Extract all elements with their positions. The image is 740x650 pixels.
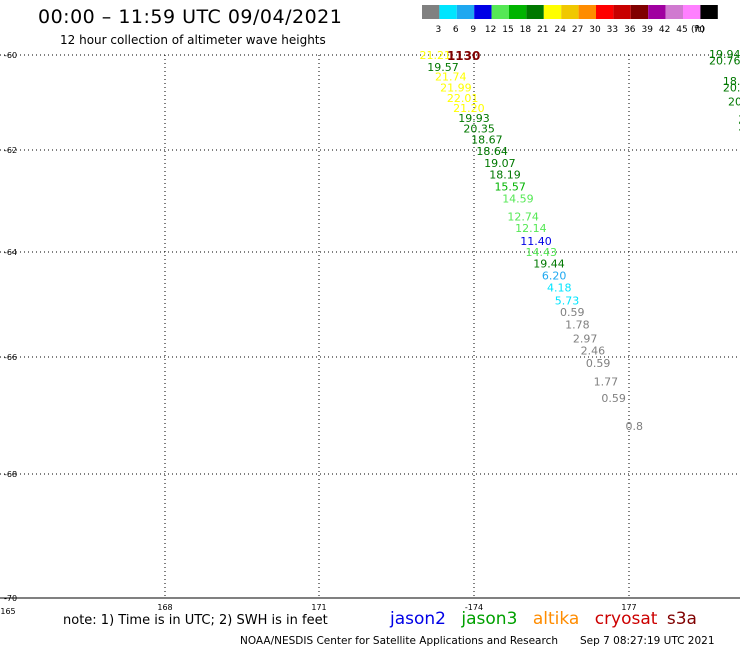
chart-subtitle: 12 hour collection of altimeter wave hei… — [60, 33, 326, 47]
color-bin-label: 24 — [554, 25, 566, 35]
x-tick-label: 177 — [621, 603, 636, 612]
wave-height-label: 20.76 — [709, 55, 740, 68]
wave-height-label: 19.93 — [458, 112, 490, 125]
wave-height-label: 0.59 — [601, 392, 626, 405]
x-tick-label: 171 — [311, 603, 326, 612]
wave-height-label: 12.14 — [515, 222, 547, 235]
color-swatch — [543, 5, 562, 19]
color-bin-label: 3 — [436, 25, 442, 35]
wave-height-label: 19.57 — [427, 61, 459, 74]
color-bin-label: 12 — [485, 25, 496, 35]
wave-height-label: 0.8 — [626, 420, 644, 433]
satellite-legend: jason2 jason3 altika cryosat s3a — [390, 609, 707, 629]
color-swatch — [509, 5, 527, 19]
color-swatch — [578, 5, 596, 19]
color-legend: 3 6 9 12 15 18 21 24 27 30 33 36 39 42 45 70(ft) — [422, 5, 718, 35]
color-bin-label: 70 — [694, 25, 706, 35]
wave-height-label: 20.1 — [723, 81, 740, 94]
wave-height-label: 1.77 — [594, 376, 619, 389]
wave-height-label: 14.59 — [502, 192, 534, 205]
color-bin-label: 9 — [470, 25, 476, 35]
wave-height-label: 1.78 — [565, 318, 590, 331]
y-tick-label: -62 — [4, 146, 17, 155]
color-swatch — [648, 5, 666, 19]
color-swatch — [561, 5, 579, 19]
wave-height-label: 21.74 — [435, 70, 467, 83]
wave-height-label: 2.46 — [581, 345, 606, 358]
color-swatch — [422, 5, 440, 19]
wave-height-label: 20 — [738, 113, 740, 126]
wave-height-label: 21.21 — [419, 49, 451, 62]
wave-height-label: 18.67 — [471, 134, 503, 147]
color-bin-label: 15 — [502, 25, 513, 35]
wave-height-label: 2.97 — [573, 333, 598, 346]
wave-height-label: 15.57 — [494, 181, 526, 194]
y-tick-label: -66 — [4, 353, 17, 362]
color-bin-label: 30 — [589, 25, 601, 35]
y-tick-label: -68 — [4, 470, 17, 479]
satellite-cryosat: cryosat — [594, 609, 658, 629]
wave-height-label: 21.99 — [440, 81, 472, 94]
color-swatch — [665, 5, 683, 19]
wave-height-label: 22.01 — [447, 92, 479, 105]
wave-height-label: 5.73 — [555, 294, 580, 307]
color-swatch — [439, 5, 457, 19]
color-swatch — [630, 5, 649, 19]
color-bin-label: 36 — [624, 25, 636, 35]
wave-height-label: 19.44 — [533, 258, 565, 271]
wave-height-label: 20.35 — [463, 123, 495, 136]
color-bin-label: 6 — [453, 25, 459, 35]
wave-height-label: 18.64 — [476, 145, 508, 158]
wave-height-label: 6.20 — [542, 270, 567, 283]
satellite-altika: altika — [532, 609, 580, 629]
wave-height-label: 21.20 — [453, 102, 485, 115]
x-tick-label: 165 — [0, 607, 15, 616]
wave-height-label: 14.43 — [525, 246, 557, 259]
wave-height-label: 12.74 — [507, 210, 539, 223]
color-swatch — [700, 5, 718, 19]
credit-line: NOAA/NESDIS Center for Satellite Applica… — [240, 635, 558, 647]
satellite-jason3: jason3 — [461, 609, 518, 629]
color-swatch — [526, 5, 544, 19]
wave-height-label: 19.07 — [484, 157, 516, 170]
color-bin-label: 21 — [537, 25, 548, 35]
wave-height-label: 20.2 — [728, 96, 740, 109]
generated-timestamp: Sep 7 08:27:19 UTC 2021 — [580, 635, 715, 647]
color-swatch — [456, 5, 475, 19]
y-tick-label: -64 — [4, 248, 17, 257]
pass-time-label: 1130 — [447, 49, 480, 63]
wave-height-label: 20 — [738, 120, 740, 133]
wave-height-label: 18.19 — [489, 168, 521, 181]
satellite-jason2: jason2 — [390, 609, 446, 629]
satellite-s3a: s3a — [666, 609, 697, 629]
color-bin-label: 42 — [659, 25, 670, 35]
y-tick-label: -70 — [4, 594, 17, 603]
color-bin-label: 39 — [641, 25, 653, 35]
color-bin-label: 18 — [520, 25, 532, 35]
x-tick-label: 168 — [157, 603, 172, 612]
wave-height-label: 4.18 — [547, 282, 572, 295]
wave-height-label: 11.40 — [520, 235, 552, 248]
chart-title: 00:00 – 11:59 UTC 09/04/2021 — [38, 6, 343, 28]
color-swatch — [474, 5, 492, 19]
wave-height-label: 0.59 — [560, 306, 585, 319]
wave-height-label: 0.59 — [586, 357, 611, 370]
color-swatch — [491, 5, 509, 19]
color-swatch — [596, 5, 614, 19]
color-bin-label: 45 — [676, 25, 687, 35]
wave-height-label: 19.94 — [709, 48, 740, 61]
wave-height-label: 18.1 — [723, 75, 740, 88]
color-swatch — [683, 5, 701, 19]
color-bin-label: 33 — [607, 25, 618, 35]
x-tick-label: -174 — [465, 603, 483, 612]
y-tick-label: -60 — [4, 51, 17, 60]
color-swatch — [613, 5, 631, 19]
unit-label: (ft) — [691, 25, 705, 35]
color-bin-label: 27 — [572, 25, 583, 35]
footnote: note: 1) Time is in UTC; 2) SWH is in fe… — [63, 613, 328, 628]
